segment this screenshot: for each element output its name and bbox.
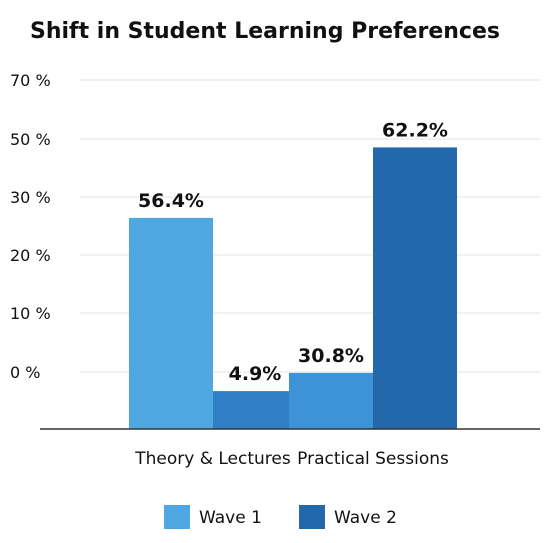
y-tick-label: 30 % xyxy=(10,188,51,207)
data-labels: 56.4% 4.9% 30.8% 62.2% xyxy=(138,119,448,385)
legend-swatch xyxy=(164,505,190,529)
legend-label: Wave 1 xyxy=(199,508,262,528)
y-tick-label: 0 % xyxy=(10,363,40,382)
bar-0-0 xyxy=(129,217,213,429)
chart-title: Shift in Student Learning Preferences xyxy=(30,19,500,44)
data-label-1-0: 30.8% xyxy=(298,345,364,367)
data-label-0-1: 4.9% xyxy=(229,363,282,385)
y-tick-label: 50 % xyxy=(10,130,51,149)
x-category-label: Theory & Lectures xyxy=(134,449,291,469)
bars xyxy=(129,147,457,429)
data-label-1-1: 62.2% xyxy=(382,119,448,141)
legend: Wave 1 Wave 2 xyxy=(164,505,397,529)
data-label-0-0: 56.4% xyxy=(138,190,204,212)
y-tick-label: 20 % xyxy=(10,246,51,265)
bar-1-1 xyxy=(373,147,457,429)
y-tick-label: 70 % xyxy=(10,71,51,90)
bar-0-1 xyxy=(213,391,297,429)
x-category-label: Practical Sessions xyxy=(297,449,449,469)
y-axis-ticks: 70 % 50 % 30 % 20 % 10 % 0 % xyxy=(10,71,51,382)
legend-label: Wave 2 xyxy=(334,508,397,528)
x-axis-categories: Theory & Lectures Practical Sessions xyxy=(134,449,449,469)
legend-swatch xyxy=(299,505,325,529)
bar-1-0 xyxy=(289,372,373,429)
y-tick-label: 10 % xyxy=(10,304,51,323)
